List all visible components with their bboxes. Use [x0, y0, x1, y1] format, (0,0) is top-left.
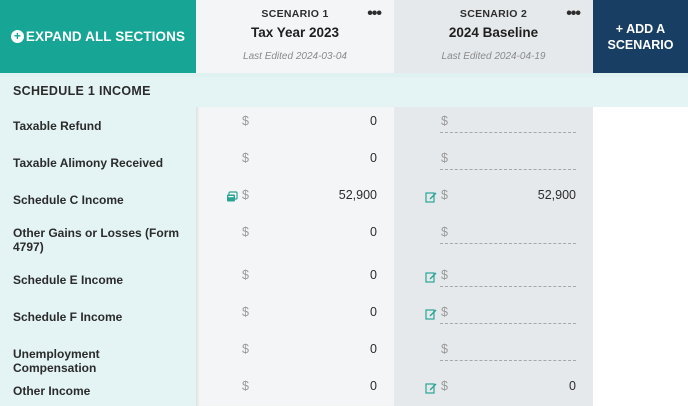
currency-symbol: $ — [441, 225, 448, 239]
currency-symbol: $ — [441, 114, 448, 128]
section-title: SCHEDULE 1 INCOME — [13, 84, 151, 98]
expand-all-sections-button[interactable]: + EXPAND ALL SECTIONS — [0, 0, 196, 73]
add-scenario-label-line2: SCENARIO — [607, 37, 674, 52]
currency-symbol: $ — [441, 188, 448, 202]
currency-symbol: $ — [242, 114, 249, 128]
scenario-header: + EXPAND ALL SECTIONS SCENARIO 1 ••• Tax… — [0, 0, 688, 74]
labels-column — [0, 107, 196, 406]
currency-symbol: $ — [441, 151, 448, 165]
edit-pencil-icon[interactable] — [425, 307, 437, 320]
scenario-1-value[interactable]: 0 — [370, 114, 377, 128]
scenario-1-header: SCENARIO 1 ••• Tax Year 2023 Last Edited… — [196, 0, 394, 73]
scenario-2-header: SCENARIO 2 ••• 2024 Baseline Last Edited… — [394, 0, 593, 73]
calculator-icon[interactable] — [226, 190, 238, 202]
currency-symbol: $ — [441, 305, 448, 319]
scenario-2-input[interactable] — [440, 267, 576, 287]
scenario-1-last-edited: Last Edited 2024-03-04 — [243, 51, 347, 62]
header-divider — [0, 73, 688, 77]
add-scenario-button[interactable]: + ADD A SCENARIO — [593, 0, 688, 73]
scenario-1-label: SCENARIO 1 — [261, 8, 329, 20]
scenario-1-value[interactable]: 0 — [370, 151, 377, 165]
add-scenario-label-line1: + ADD A — [615, 21, 666, 36]
currency-symbol: $ — [242, 188, 249, 202]
currency-symbol: $ — [242, 225, 249, 239]
scenario-2-column — [394, 107, 593, 406]
more-horizontal-icon[interactable]: ••• — [367, 5, 382, 22]
currency-symbol: $ — [441, 268, 448, 282]
scenario-2-value[interactable]: 52,900 — [537, 188, 576, 202]
section-header[interactable]: SCHEDULE 1 INCOME — [0, 77, 688, 107]
edit-pencil-icon[interactable] — [425, 270, 437, 283]
currency-symbol: $ — [242, 151, 249, 165]
scenario-2-label: SCENARIO 2 — [459, 8, 528, 20]
scenario-2-input[interactable] — [440, 341, 576, 361]
more-horizontal-icon[interactable]: ••• — [566, 5, 581, 22]
scenario-1-value[interactable]: 0 — [370, 305, 377, 319]
scenario-1-value[interactable]: 0 — [370, 268, 377, 282]
edit-pencil-icon[interactable] — [425, 190, 437, 203]
row-label: Unemployment Compensation — [13, 347, 100, 375]
plus-circle-icon: + — [10, 30, 24, 43]
row-label: Taxable Alimony Received — [13, 156, 164, 170]
scenario-1-value[interactable]: 0 — [370, 379, 377, 393]
row-label: Other Income — [13, 384, 91, 398]
currency-symbol: $ — [441, 342, 448, 356]
row-label: Other Gains or Losses (Form 4797) — [13, 226, 180, 254]
scenario-2-input[interactable] — [440, 224, 576, 244]
scenario-1-value[interactable]: 0 — [370, 225, 377, 239]
currency-symbol: $ — [242, 379, 249, 393]
scenario-1-value[interactable]: 52,900 — [338, 188, 377, 202]
expand-all-label: EXPAND ALL SECTIONS — [25, 29, 186, 44]
scenario-1-value[interactable]: 0 — [370, 342, 377, 356]
currency-symbol: $ — [242, 305, 249, 319]
scenario-2-input[interactable] — [440, 113, 576, 133]
empty-column — [593, 107, 688, 406]
scenario-2-value[interactable]: 0 — [569, 379, 576, 393]
scenario-2-name: 2024 Baseline — [448, 25, 539, 40]
row-label: Taxable Refund — [13, 119, 102, 133]
row-label: Schedule E Income — [13, 273, 124, 287]
row-label: Schedule C Income — [13, 193, 124, 207]
currency-symbol: $ — [242, 268, 249, 282]
scenario-2-input[interactable] — [440, 150, 576, 170]
scenario-2-input[interactable] — [440, 304, 576, 324]
scenario-1-name: Tax Year 2023 — [250, 25, 340, 40]
scenario-2-last-edited: Last Edited 2024-04-19 — [441, 51, 546, 62]
scenario-1-column — [196, 107, 394, 406]
edit-pencil-icon[interactable] — [425, 381, 437, 394]
currency-symbol: $ — [242, 342, 249, 356]
currency-symbol: $ — [441, 379, 448, 393]
row-label: Schedule F Income — [13, 310, 123, 324]
